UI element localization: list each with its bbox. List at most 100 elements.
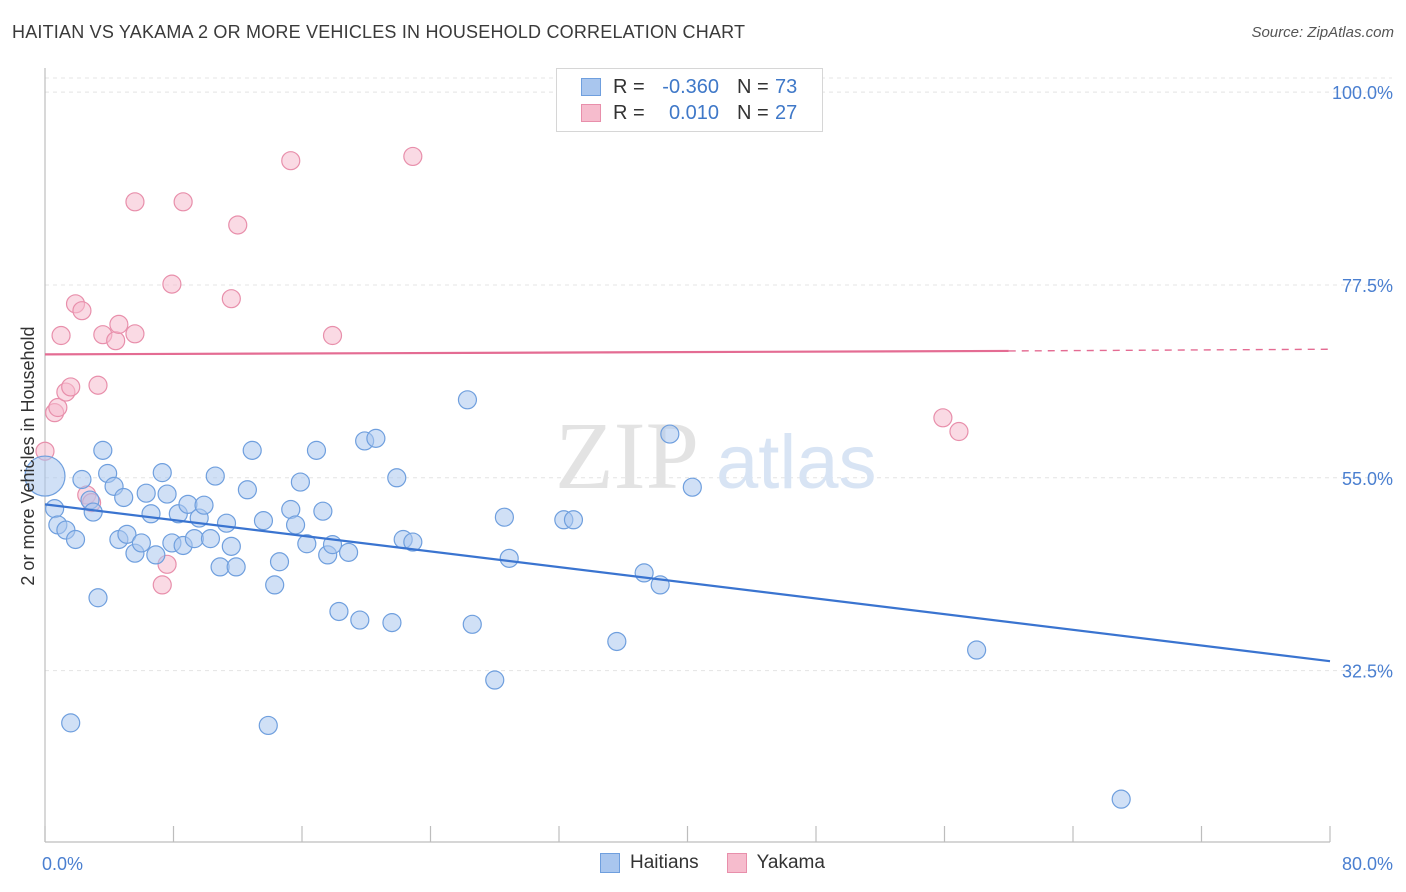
yakama-trend-extension <box>1008 348 1331 352</box>
legend-r-label: R = <box>613 101 645 124</box>
haitian-point <box>329 601 349 622</box>
y-tick-label: 55.0% <box>1342 469 1393 489</box>
haitian-point <box>242 440 262 460</box>
yakama-point <box>48 397 68 418</box>
yakama-points <box>35 146 969 595</box>
yakama-point <box>61 377 81 397</box>
haitian-point <box>210 557 230 577</box>
haitian-point <box>485 670 505 690</box>
chart-source: Source: ZipAtlas.com <box>1251 24 1394 41</box>
haitian-point <box>216 513 237 533</box>
legend-row-yakama: R = 0.010 N = 27 <box>581 100 797 126</box>
haitian-point <box>152 463 172 483</box>
haitian-point <box>136 483 156 503</box>
haitian-trend-line <box>44 503 1331 663</box>
haitian-point <box>146 545 166 565</box>
yakama-point <box>109 314 129 334</box>
series-label-haitians: Haitians <box>630 852 699 873</box>
series-swatch-yakama <box>726 853 747 873</box>
legend-r-label: R = <box>613 75 645 98</box>
haitian-point <box>313 501 333 521</box>
yakama-point <box>72 301 92 321</box>
yakama-point <box>125 324 145 344</box>
haitian-point <box>499 548 519 568</box>
haitian-point <box>65 529 86 550</box>
yakama-point <box>152 575 172 595</box>
haitian-point <box>457 390 478 410</box>
haitian-point <box>607 631 627 652</box>
haitian-point <box>338 542 359 562</box>
yakama-point <box>949 421 969 442</box>
haitian-point <box>306 440 327 460</box>
yakama-point <box>88 375 108 395</box>
yakama-point <box>125 192 145 212</box>
legend-r-value: 0.010 <box>668 101 719 124</box>
haitian-point <box>387 468 407 488</box>
haitian-point <box>350 610 370 630</box>
legend-r-value: -0.360 <box>662 75 719 98</box>
x-tick-label-min: 0.0% <box>42 854 83 874</box>
haitian-point <box>226 557 246 577</box>
haitian-point <box>221 536 241 556</box>
haitian-point <box>494 507 514 527</box>
haitian-point <box>88 588 108 608</box>
correlation-legend: R = -0.360 N = 73 R = 0.010 N = 27 <box>556 68 823 132</box>
haitian-point <box>382 613 402 633</box>
haitian-point <box>117 524 137 544</box>
haitian-point <box>184 529 204 549</box>
haitian-point <box>258 715 278 736</box>
tick-labels: 32.5% 55.0% 77.5% 100.0% 0.0% 80.0% <box>42 83 1393 874</box>
yakama-point <box>281 151 301 171</box>
haitian-point <box>269 552 290 572</box>
y-tick-label: 32.5% <box>1342 662 1393 682</box>
haitian-point <box>24 455 66 497</box>
yakama-point <box>162 274 182 294</box>
haitian-point <box>285 515 306 535</box>
y-tick-label: 100.0% <box>1332 83 1393 103</box>
yakama-point <box>51 325 71 346</box>
haitian-point <box>72 469 92 490</box>
series-label-yakama: Yakama <box>756 852 825 873</box>
trend-lines <box>44 348 1331 663</box>
watermark: ZIP atlas <box>555 402 877 509</box>
legend-swatch-haitians <box>581 78 601 96</box>
haitian-point <box>660 424 680 444</box>
haitian-point <box>1111 789 1131 809</box>
haitian-point <box>967 640 987 660</box>
chart-title: HAITIAN VS YAKAMA 2 OR MORE VEHICLES IN … <box>12 22 746 42</box>
watermark-zip: ZIP <box>555 402 699 509</box>
yakama-point <box>933 408 953 428</box>
series-legend-haitians: Haitians <box>600 852 699 874</box>
series-legend-yakama: Yakama <box>726 852 825 874</box>
haitian-point <box>563 510 584 530</box>
haitian-point <box>682 477 702 497</box>
haitian-point <box>61 713 81 733</box>
haitian-point <box>265 575 285 595</box>
y-tick-label: 77.5% <box>1342 276 1393 296</box>
watermark-atlas: atlas <box>716 420 877 505</box>
haitian-point <box>194 495 214 515</box>
yakama-point <box>221 289 241 309</box>
haitian-point <box>205 466 225 486</box>
legend-n-value: 73 <box>775 75 798 98</box>
haitian-point <box>114 487 134 508</box>
yakama-point <box>173 192 193 212</box>
haitian-point <box>131 533 151 553</box>
haitian-point <box>462 614 482 634</box>
yakama-point <box>403 146 423 167</box>
haitian-point <box>366 428 386 448</box>
yakama-point <box>322 325 343 346</box>
yakama-point <box>106 331 126 351</box>
legend-n-value: 27 <box>775 101 798 124</box>
haitian-point <box>237 480 257 500</box>
haitian-point <box>45 499 65 519</box>
haitian-point <box>200 529 221 549</box>
legend-n-label: N = <box>737 101 769 124</box>
series-swatch-haitians <box>600 853 620 873</box>
haitian-point <box>297 534 317 554</box>
haitian-point <box>403 532 423 552</box>
grid-lines <box>45 77 1392 672</box>
haitian-point <box>290 472 310 492</box>
series-legend: Haitians Yakama <box>600 852 853 874</box>
